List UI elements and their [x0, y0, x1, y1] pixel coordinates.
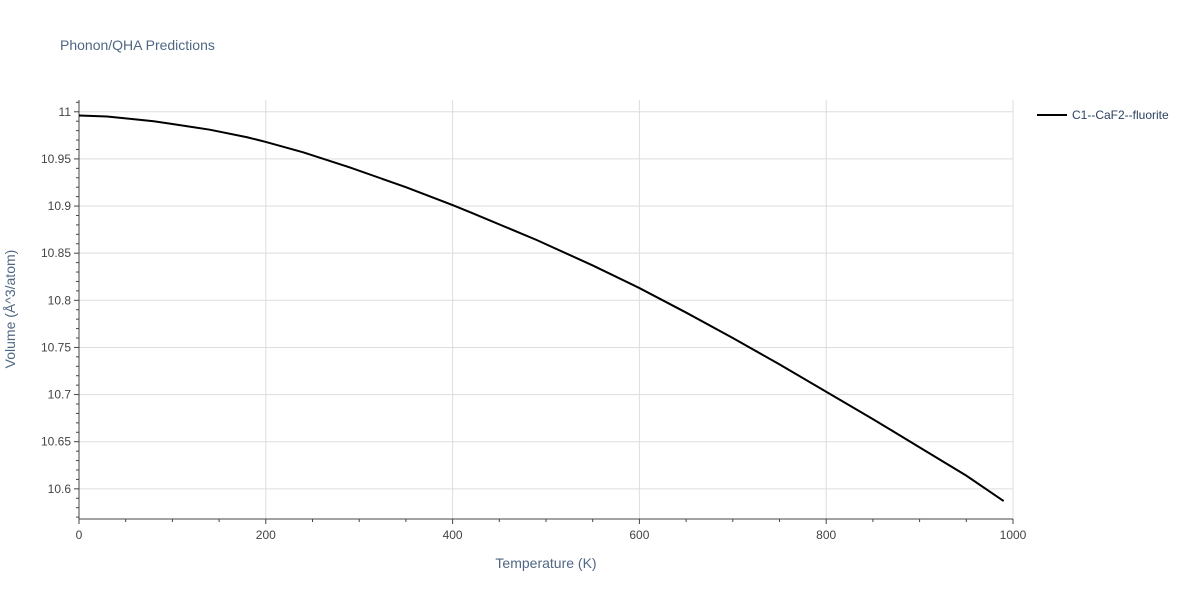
x-tick-label: 0	[76, 528, 83, 542]
y-tick-label: 10.7	[48, 388, 72, 402]
x-tick-label: 600	[629, 528, 649, 542]
y-tick-label: 10.65	[41, 435, 71, 449]
x-axis-title: Temperature (K)	[495, 555, 596, 571]
x-tick-label: 200	[256, 528, 276, 542]
y-tick-label: 10.6	[48, 482, 72, 496]
legend-label: C1--CaF2--fluorite	[1072, 108, 1169, 122]
chart-title: Phonon/QHA Predictions	[60, 37, 215, 53]
y-tick-label: 10.85	[41, 246, 71, 260]
y-axis-title: Volume (Å^3/atom)	[2, 250, 18, 369]
y-tick-label: 10.75	[41, 340, 71, 354]
y-tick-label: 11	[59, 105, 72, 119]
x-tick-label: 1000	[1000, 528, 1027, 542]
series-line	[78, 114, 1005, 502]
x-tick-label: 800	[816, 528, 836, 542]
y-tick-label: 10.9	[48, 199, 72, 213]
series-layer	[78, 114, 1005, 502]
y-tick-label: 10.8	[48, 293, 72, 307]
y-tick-label: 10.95	[41, 152, 71, 166]
axis-layer: 10.6 10.65 10.7 10.75 10.8 10.85 10.9 10.95 11 0 2…	[41, 100, 1027, 542]
grid-layer	[79, 100, 1014, 519]
x-tick-label: 400	[443, 528, 463, 542]
legend[interactable]: C1--CaF2--fluorite	[1037, 108, 1169, 122]
